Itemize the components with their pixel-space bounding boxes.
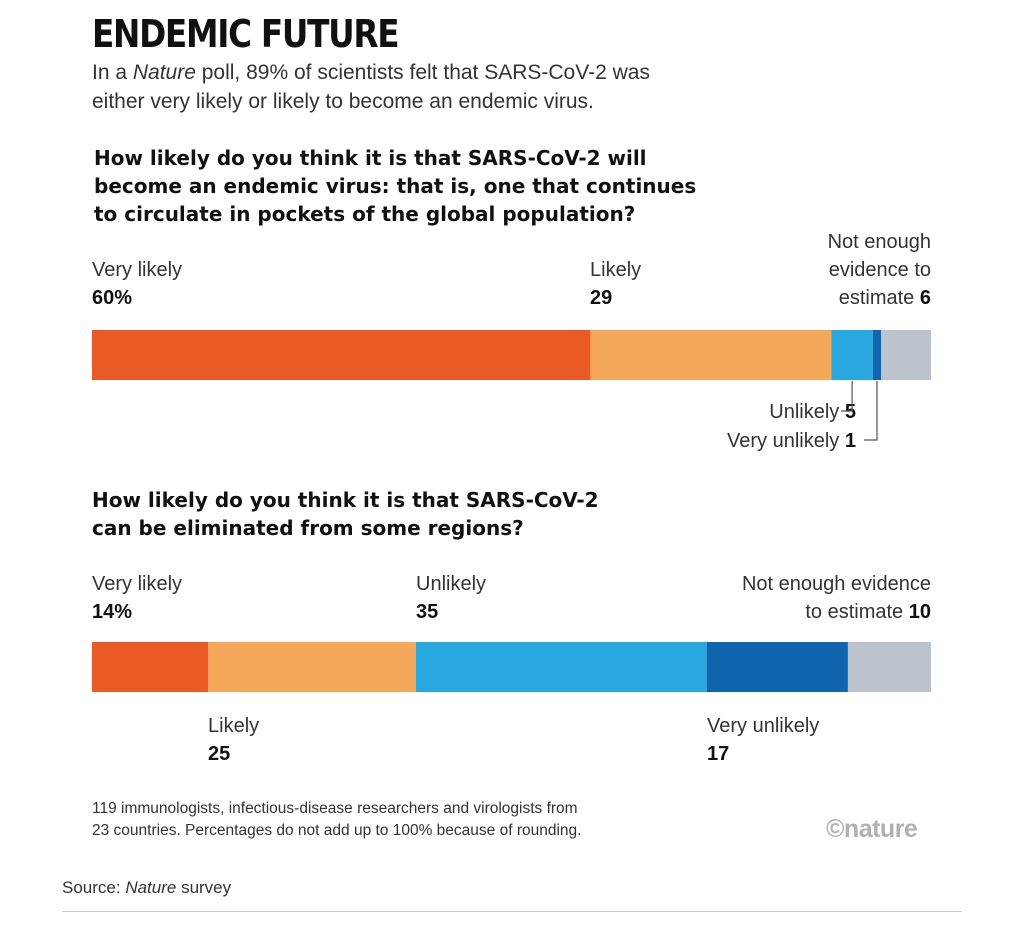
q1-segment-unlikely (831, 330, 873, 380)
q2-value-very-likely: 14% (92, 601, 133, 623)
q2-value-not-enough: 10 (908, 601, 931, 623)
q1-value-very-unlikely: 1 (844, 430, 856, 452)
q2-label-not-enough: Not enough evidence to estimate 10 (741, 573, 931, 623)
q2-segment-very-likely (92, 642, 209, 692)
question-1-title: How likely do you think it is that SARS-… (94, 146, 697, 226)
q2-segment-unlikely (415, 642, 707, 692)
q1-leader-very-unlikely (864, 381, 878, 441)
q2-label-unlikely: Unlikely 35 (416, 570, 486, 626)
q1-label-likely: Likely 29 (590, 256, 641, 312)
source-line: Source: Nature survey (62, 878, 232, 897)
q1-stacked-bar (92, 330, 931, 380)
chart-title: ENDEMIC FUTURE (92, 12, 400, 56)
q1-leader-unlikely (841, 381, 853, 412)
q1-label-very-likely: Very likely 60% (92, 256, 182, 312)
q2-label-very-unlikely: Very unlikely 17 (707, 712, 819, 768)
q1-label-not-enough: Not enough evidence to estimate 6 (827, 231, 931, 309)
q1-leader-lines (841, 381, 878, 441)
footnote: 119 immunologists, infectious-disease re… (92, 800, 582, 839)
q2-label-very-likely: Very likely 14% (92, 570, 182, 626)
q2-stacked-bar (92, 642, 931, 692)
nature-logo: ©nature (826, 815, 918, 843)
q2-value-likely: 25 (208, 743, 231, 765)
q1-label-unlikely: Unlikely 5 (769, 401, 856, 423)
chart-subtitle: In a Nature poll, 89% of scientists felt… (92, 61, 650, 113)
q1-value-very-likely: 60% (92, 287, 133, 309)
q1-value-not-enough: 6 (919, 287, 931, 309)
question-2-title: How likely do you think it is that SARS-… (92, 488, 599, 540)
q2-value-very-unlikely: 17 (707, 743, 730, 765)
q1-segment-very-unlikely (872, 330, 882, 380)
q1-label-very-unlikely: Very unlikely 1 (727, 430, 856, 452)
bottom-divider (62, 911, 962, 912)
q1-value-unlikely: 5 (844, 401, 856, 423)
q1-segment-likely (590, 330, 832, 380)
q1-segment-very-likely (92, 330, 591, 380)
q2-segment-very-unlikely (706, 642, 848, 692)
q2-value-unlikely: 35 (416, 601, 439, 623)
q2-segment-likely (208, 642, 416, 692)
q2-segment-not-enough-evidence (847, 642, 931, 692)
q1-value-likely: 29 (590, 287, 613, 309)
q1-segment-not-enough-evidence (881, 330, 931, 380)
q2-label-likely: Likely 25 (208, 712, 259, 768)
